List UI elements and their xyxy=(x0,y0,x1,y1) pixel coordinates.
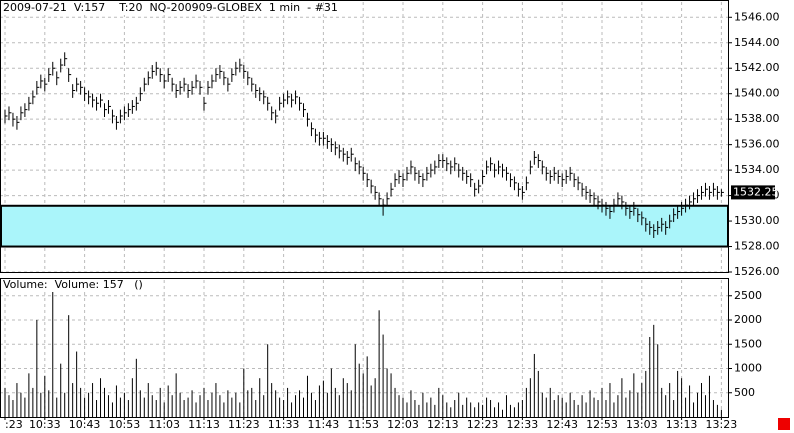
x-tick-label: 10:53 xyxy=(109,418,141,431)
volume-title: Volume: Volume: 157 () xyxy=(3,278,143,291)
x-tick-label: 12:43 xyxy=(546,418,578,431)
x-tick-label: 12:13 xyxy=(427,418,459,431)
x-tick-label: 12:23 xyxy=(467,418,499,431)
x-tick-label: 11:03 xyxy=(148,418,180,431)
x-tick-label: 11:23 xyxy=(228,418,260,431)
y-tick-label: 1544.00 xyxy=(734,36,780,49)
y-tick-label: 1542.00 xyxy=(734,61,780,74)
y-tick-label: 1536.00 xyxy=(734,138,780,151)
price-frame xyxy=(0,0,729,273)
y-tick-label: 1538.00 xyxy=(734,112,780,125)
x-tick-label: 11:53 xyxy=(347,418,379,431)
x-tick-label: 11:13 xyxy=(188,418,220,431)
status-indicator xyxy=(778,418,790,430)
x-tick-label: 13:03 xyxy=(626,418,658,431)
x-tick-label: 12:53 xyxy=(586,418,618,431)
y-tick-label: 500 xyxy=(734,386,755,399)
x-tick-label: 10:43 xyxy=(69,418,101,431)
y-tick-label: 1500 xyxy=(734,337,762,350)
y-tick-label: 1546.00 xyxy=(734,10,780,23)
y-tick-label: 1526.00 xyxy=(734,265,780,278)
volume-frame xyxy=(0,278,729,418)
x-tick-label: 10:33 xyxy=(29,418,61,431)
x-tick-label: 12:03 xyxy=(387,418,419,431)
y-tick-label: 2000 xyxy=(734,313,762,326)
zone-box xyxy=(0,204,729,248)
y-tick-label: 1540.00 xyxy=(734,87,780,100)
volume-title-bg xyxy=(2,279,162,292)
y-tick-label: 1534.00 xyxy=(734,163,780,176)
y-tick-label: 2500 xyxy=(734,289,762,302)
y-tick-label: 1000 xyxy=(734,362,762,375)
x-tick-label: 13:13 xyxy=(666,418,698,431)
x-tick-label: 11:33 xyxy=(268,418,300,431)
chart-title: 2009-07-21 V:157 T:20 NQ-200909-GLOBEX 1… xyxy=(3,1,338,14)
y-tick-label: 1528.00 xyxy=(734,240,780,253)
last-price-box xyxy=(731,185,775,200)
x-tick-label: 11:43 xyxy=(308,418,340,431)
title-bg xyxy=(2,2,312,15)
x-tick-label: 12:33 xyxy=(507,418,539,431)
x-tick-label: :23 xyxy=(5,418,23,431)
x-tick-label: 13:23 xyxy=(706,418,738,431)
last-price-label: 1532.25 xyxy=(733,185,779,198)
y-tick-label: 1530.00 xyxy=(734,214,780,227)
plot-layer xyxy=(0,2,729,417)
